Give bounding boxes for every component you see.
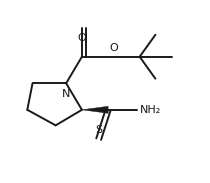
Text: S: S (95, 125, 102, 135)
Text: O: O (109, 43, 118, 53)
Text: NH₂: NH₂ (139, 105, 161, 115)
Text: N: N (62, 89, 70, 99)
Polygon shape (82, 106, 108, 113)
Text: O: O (77, 33, 86, 43)
